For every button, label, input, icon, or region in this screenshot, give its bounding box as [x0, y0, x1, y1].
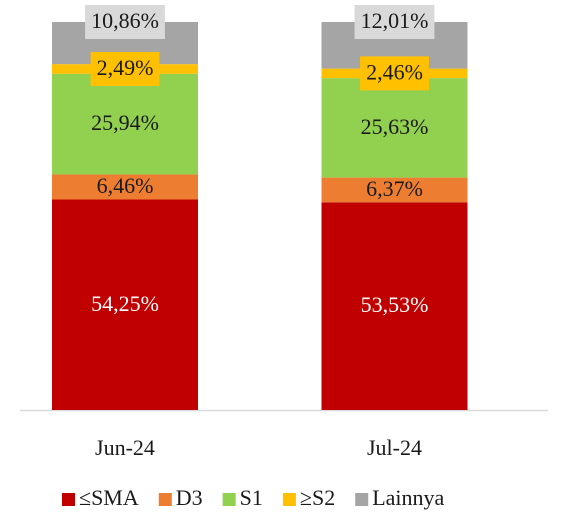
data-label: 6,46% — [97, 173, 154, 198]
bar-segment — [52, 73, 198, 175]
data-label-group: 54,25% — [91, 291, 159, 316]
bar-segment — [52, 199, 198, 410]
legend-label: ≤SMA — [79, 485, 139, 510]
legend-swatch — [355, 493, 369, 506]
legend-label: S1 — [240, 485, 263, 510]
legend-label: Lainnya — [372, 485, 444, 510]
x-tick-label: Jun-24 — [95, 435, 155, 460]
data-label: 10,86% — [91, 8, 159, 33]
data-label-background — [360, 56, 429, 91]
data-label-group: 2,49% — [90, 51, 160, 86]
data-label-group: 6,37% — [366, 176, 423, 201]
data-label-background — [85, 5, 165, 39]
bar-segment — [321, 177, 468, 203]
data-label-background — [90, 51, 160, 86]
data-label-group: 6,46% — [97, 173, 154, 198]
legend-label: D3 — [176, 485, 203, 510]
data-label: 12,01% — [361, 8, 429, 33]
bar-segment — [321, 202, 468, 410]
legend-swatch — [158, 493, 172, 506]
data-label-background — [354, 5, 435, 39]
data-label-group: 25,63% — [361, 114, 429, 139]
legend-swatch — [222, 493, 236, 506]
legend-swatch — [62, 493, 75, 506]
legend-swatch — [282, 493, 296, 506]
data-label-group: 12,01% — [354, 5, 435, 39]
x-tick-label: Jul-24 — [367, 435, 422, 460]
data-label-group: 25,94% — [91, 110, 159, 135]
data-label-group: 53,53% — [361, 292, 429, 317]
data-label: 54,25% — [91, 291, 159, 316]
data-label: 53,53% — [361, 292, 429, 317]
data-label-group: 10,86% — [85, 5, 165, 39]
data-label-group: 2,46% — [360, 56, 429, 91]
bar-segment — [321, 78, 468, 178]
data-label: 6,37% — [366, 176, 423, 201]
data-label: 25,94% — [91, 110, 159, 135]
legend-label: ≥S2 — [300, 485, 335, 510]
data-label: 2,49% — [97, 55, 154, 80]
data-label: 2,46% — [366, 59, 423, 84]
data-label: 25,63% — [361, 114, 429, 139]
bar-segment — [52, 174, 198, 200]
